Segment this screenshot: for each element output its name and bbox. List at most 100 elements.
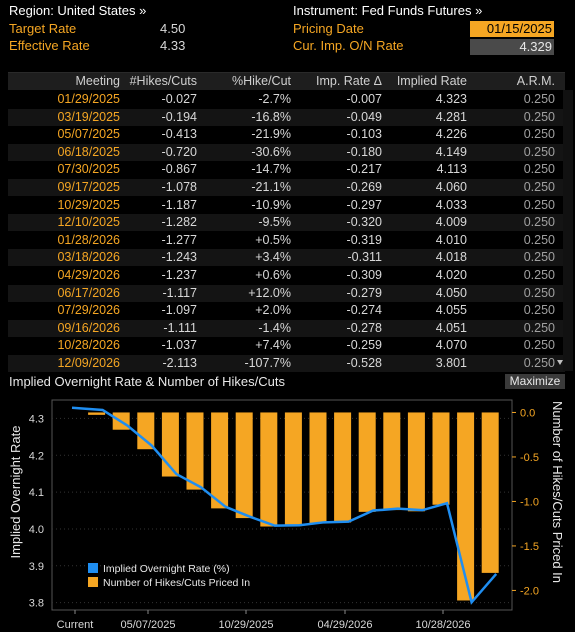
cell-imp-rate-delta: -0.007 (346, 92, 382, 106)
cell-hikes-cuts: -1.117 (162, 285, 197, 300)
cell-meeting: 07/29/2026 (57, 303, 120, 318)
bar (137, 412, 155, 450)
cell-pct-hike-cut: -1.4% (258, 320, 291, 335)
cell-arm: 0.250 (523, 250, 555, 265)
table-row[interactable]: 12/10/2025 -1.282 -9.5% -0.320 4.009 0.250 (8, 214, 565, 232)
cell-arm: 0.250 (523, 232, 555, 247)
table-row[interactable]: 06/18/2025 -0.720 -30.6% -0.180 4.149 0.250 (8, 143, 565, 161)
table-row[interactable]: 01/29/2025 -0.027 -2.7% -0.007 4.323 0.250 (8, 91, 565, 108)
table-row[interactable]: 05/07/2025 -0.413 -21.9% -0.103 4.226 0.250 (8, 126, 565, 143)
cell-hikes-cuts: -2.113 (162, 356, 197, 370)
x-tick-label: 10/28/2026 (415, 619, 470, 631)
cell-arm: 0.250 (523, 144, 555, 159)
instrument-selector[interactable]: Instrument: Fed Funds Futures » (293, 3, 483, 18)
cell-pct-hike-cut: +3.4% (255, 250, 291, 265)
cell-imp-rate-delta: -0.278 (346, 320, 382, 335)
table-scrollbar[interactable] (563, 90, 573, 371)
cell-implied-rate: 4.051 (435, 320, 467, 335)
cell-meeting: 03/19/2025 (57, 109, 120, 124)
table-row[interactable]: 01/28/2026 -1.277 +0.5% -0.319 4.010 0.250 (8, 232, 565, 249)
cell-implied-rate: 4.323 (435, 92, 467, 106)
cell-implied-rate: 4.055 (435, 303, 467, 318)
table-row[interactable]: 07/29/2026 -1.097 +2.0% -0.274 4.055 0.250 (8, 302, 565, 319)
cell-imp-rate-delta: -0.103 (346, 127, 382, 142)
cell-pct-hike-cut: -14.7% (251, 162, 291, 177)
bar (481, 412, 499, 573)
cell-pct-hike-cut: -107.7% (244, 356, 291, 370)
cell-meeting: 10/28/2026 (57, 338, 120, 353)
cell-meeting: 03/18/2026 (57, 250, 120, 265)
cell-imp-rate-delta: -0.259 (346, 338, 382, 353)
cell-hikes-cuts: -1.078 (161, 180, 197, 194)
cell-pct-hike-cut: +0.5% (255, 232, 291, 247)
cell-implied-rate: 4.070 (435, 338, 467, 353)
cell-arm: 0.250 (523, 356, 555, 370)
table-row[interactable]: 04/29/2026 -1.237 +0.6% -0.309 4.020 0.250 (8, 267, 565, 284)
y-right-tick-label: -0.5 (520, 452, 539, 464)
table-row[interactable]: 06/17/2026 -1.117 +12.0% -0.279 4.050 0.250 (8, 284, 565, 302)
cell-pct-hike-cut: -2.7% (258, 92, 291, 106)
table-row[interactable]: 09/17/2025 -1.078 -21.1% -0.269 4.060 0.250 (8, 179, 565, 196)
cell-meeting: 09/17/2025 (57, 180, 120, 194)
bar (260, 412, 278, 527)
y-left-tick-label: 3.8 (29, 598, 44, 610)
col-pct-hike-cut[interactable]: %Hike/Cut (231, 74, 291, 88)
region-selector[interactable]: Region: United States » (9, 3, 147, 18)
table-row[interactable]: 03/19/2025 -0.194 -16.8% -0.049 4.281 0.250 (8, 108, 565, 126)
col-imp-rate-delta[interactable]: Imp. Rate Δ (315, 74, 382, 88)
y-axis-right-label: Number of Hikes/Cuts Priced In (550, 401, 565, 583)
col-hikes-cuts[interactable]: #Hikes/Cuts (129, 74, 197, 88)
bar (358, 412, 376, 512)
effective-rate-label: Effective Rate (9, 38, 90, 53)
scroll-down-icon[interactable] (557, 360, 563, 365)
table-row[interactable]: 12/09/2026 -2.113 -107.7% -0.528 3.801 0.250 (8, 355, 565, 372)
cell-imp-rate-delta: -0.180 (346, 144, 382, 159)
chart-title: Implied Overnight Rate & Number of Hikes… (9, 374, 285, 389)
col-arm[interactable]: A.R.M. (516, 74, 555, 88)
cell-arm: 0.250 (523, 127, 555, 142)
bar (383, 412, 401, 511)
col-implied-rate[interactable]: Implied Rate (396, 74, 467, 88)
table-row[interactable]: 09/16/2026 -1.111 -1.4% -0.278 4.051 0.250 (8, 319, 565, 337)
table-row[interactable]: 10/28/2026 -1.037 +7.4% -0.259 4.070 0.250 (8, 337, 565, 354)
cell-pct-hike-cut: +0.6% (255, 268, 291, 282)
cell-hikes-cuts: -1.277 (161, 232, 197, 247)
cell-arm: 0.250 (523, 92, 555, 106)
meetings-table: Meeting #Hikes/Cuts %Hike/Cut Imp. Rate … (8, 72, 573, 372)
cell-hikes-cuts: -0.027 (161, 92, 197, 106)
cell-implied-rate: 3.801 (435, 356, 467, 370)
cell-hikes-cuts: -0.720 (161, 144, 197, 159)
cell-arm: 0.250 (523, 320, 555, 335)
cell-pct-hike-cut: -21.9% (251, 127, 291, 142)
bar (457, 412, 475, 601)
table-row[interactable]: 07/30/2025 -0.867 -14.7% -0.217 4.113 0.250 (8, 161, 565, 178)
cell-pct-hike-cut: -30.6% (251, 144, 291, 159)
cell-hikes-cuts: -1.111 (163, 320, 197, 335)
y-right-tick-label: -1.5 (520, 541, 539, 553)
cell-arm: 0.250 (523, 162, 555, 177)
col-meeting[interactable]: Meeting (75, 74, 120, 88)
cell-arm: 0.250 (523, 180, 555, 194)
cell-pct-hike-cut: +12.0% (248, 285, 291, 300)
cell-pct-hike-cut: -16.8% (251, 109, 291, 124)
table-row[interactable]: 10/29/2025 -1.187 -10.9% -0.297 4.033 0.250 (8, 197, 565, 214)
cell-implied-rate: 4.149 (435, 144, 467, 159)
maximize-button[interactable]: Maximize (505, 374, 565, 389)
cell-imp-rate-delta: -0.297 (346, 197, 382, 212)
cell-implied-rate: 4.281 (435, 109, 467, 124)
cell-meeting: 01/29/2025 (57, 92, 120, 106)
legend-label-rate: Implied Overnight Rate (%) (103, 563, 230, 575)
legend-swatch-hikes (88, 577, 98, 587)
cell-imp-rate-delta: -0.311 (347, 250, 382, 265)
cell-imp-rate-delta: -0.320 (346, 215, 382, 230)
cell-imp-rate-delta: -0.528 (346, 356, 382, 370)
pricing-date-input[interactable]: 01/15/2025 (470, 21, 554, 37)
cell-arm: 0.250 (523, 109, 555, 124)
cell-hikes-cuts: -0.867 (161, 162, 197, 177)
table-row[interactable]: 03/18/2026 -1.243 +3.4% -0.311 4.018 0.250 (8, 249, 565, 267)
cell-implied-rate: 4.113 (436, 162, 467, 177)
bar (407, 412, 425, 512)
y-right-tick-label: -1.0 (520, 496, 539, 508)
legend-swatch-rate (88, 563, 98, 573)
cell-meeting: 06/18/2025 (57, 144, 120, 159)
